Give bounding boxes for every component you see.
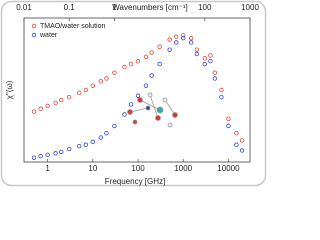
data-point [212,76,218,81]
legend-label: water [39,32,58,39]
y-axis-title: χ''(ω) [5,80,14,99]
x-tick-label: 1 [45,164,50,173]
data-point [31,109,37,114]
data-point [234,142,239,147]
data-point [128,102,134,107]
data-point [38,154,43,159]
data-point [181,33,186,38]
data-point [45,103,50,109]
data-point [128,61,134,67]
data-point [202,61,207,67]
data-point [122,112,127,117]
frame [0,0,267,187]
data-point [53,100,58,106]
data-point [77,90,82,96]
x2-tick-label: 1000 [241,3,259,12]
data-point [112,123,117,129]
x-tick-label: 10000 [217,164,240,173]
x2-tick-label: 1 [112,3,117,12]
legend-label: TMAO/water solution [40,23,105,30]
legend-marker [31,23,37,29]
data-point [38,106,43,111]
data-point [83,142,89,147]
data-point [219,94,224,100]
data-point [208,53,213,58]
data-point [194,51,200,57]
data-point [219,87,224,93]
data-point [66,94,72,100]
data-point [122,64,127,70]
data-point [239,148,245,153]
data-point [90,83,96,88]
data-point [59,149,64,155]
data-point [98,79,103,84]
molecule-inset [127,92,178,128]
data-point [135,59,141,64]
legend-marker [31,32,37,38]
data-point [208,59,213,64]
page: {"chart_data": {"type": "scatter", "xlab… [0,0,267,187]
x2-tick-label: 0.1 [64,3,76,12]
data-point [59,97,64,103]
data-point [66,146,72,152]
data-point [167,47,172,52]
x2-axis-title: Wavenumbers [cm⁻¹] [112,3,188,12]
x2-tick-label: 0.01 [16,3,32,12]
data-point [167,37,172,42]
data-point [202,56,207,61]
data-point [143,54,149,60]
data-point [98,135,103,140]
data-point [174,34,179,39]
plot-area [23,17,251,163]
data-point [194,47,200,52]
x-tick-label: 10 [88,164,97,173]
data-point [174,40,179,45]
data-point [226,116,231,121]
data-point [31,155,37,160]
x-tick-label: 1000 [174,164,192,173]
data-point [143,83,149,88]
x-tick-label: 100 [131,164,145,173]
data-point [135,93,141,98]
data-point [226,123,231,129]
data-point [90,139,96,145]
data-point [45,152,50,157]
data-point [234,130,239,136]
data-point [104,76,109,81]
data-point [112,70,117,75]
data-point [157,61,162,67]
data-point [53,151,58,156]
data-point [157,44,162,49]
chart: Frequency [GHz] Wavenumbers [cm⁻¹] χ''(ω… [0,0,267,187]
data-point [149,73,154,78]
data-point [188,35,194,41]
data-point [104,130,109,136]
data-point [188,40,194,45]
data-point [181,35,186,41]
data-point [149,50,154,55]
x-axis-title: Frequency [GHz] [105,177,165,186]
data-point [212,70,218,75]
data-point [239,138,245,143]
data-point [77,143,82,149]
data-point [83,87,89,93]
x2-tick-label: 100 [198,3,212,12]
